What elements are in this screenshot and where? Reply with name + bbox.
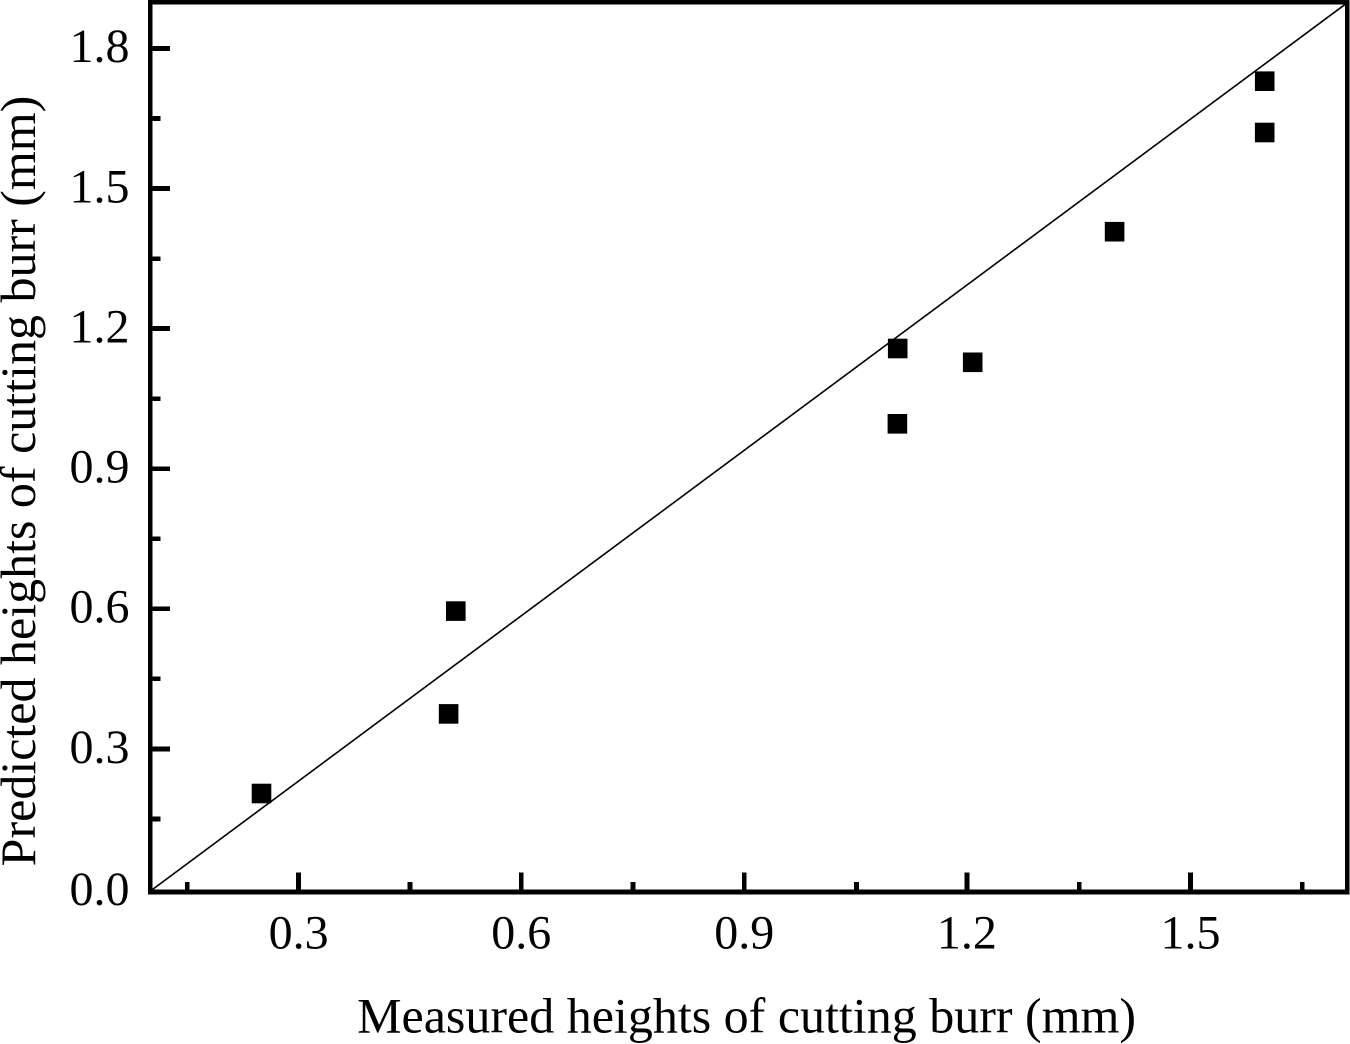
- svg-text:1.2: 1.2: [70, 301, 130, 354]
- svg-text:1.5: 1.5: [70, 161, 130, 214]
- svg-text:1.5: 1.5: [1161, 907, 1221, 960]
- svg-text:0.9: 0.9: [70, 441, 130, 494]
- svg-text:0.6: 0.6: [70, 581, 130, 634]
- svg-text:0.3: 0.3: [269, 907, 329, 960]
- svg-text:0.3: 0.3: [70, 721, 130, 774]
- svg-text:1.8: 1.8: [70, 20, 130, 73]
- svg-text:0.6: 0.6: [491, 907, 551, 960]
- svg-text:1.2: 1.2: [937, 907, 997, 960]
- svg-text:Predicted heights of cutting b: Predicted heights of cutting burr (mm): [0, 96, 46, 867]
- svg-text:Measured heights of cutting bu: Measured heights of cutting burr (mm): [357, 988, 1136, 1044]
- svg-text:0.9: 0.9: [714, 907, 774, 960]
- svg-text:0.0: 0.0: [70, 863, 130, 916]
